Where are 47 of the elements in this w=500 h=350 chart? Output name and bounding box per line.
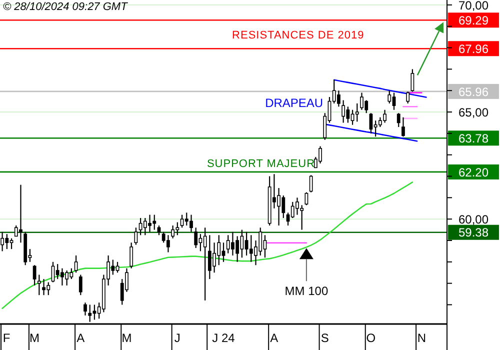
ref-line-label: 62.20 (458, 165, 489, 180)
x-tick-label: S (320, 331, 329, 345)
line-series (2, 182, 414, 310)
ref-line-label: 65.96 (458, 84, 489, 99)
candlestick (203, 227, 207, 301)
ref-line-label: 63.78 (458, 131, 489, 146)
x-tick-label: O (366, 331, 376, 345)
line-series (333, 79, 427, 98)
annotation: RESISTANCES DE 2019 (232, 29, 364, 42)
candlestick (396, 112, 400, 128)
candlestick (388, 90, 392, 104)
candlestick (406, 91, 410, 104)
candlestick (171, 224, 175, 239)
candlestick (402, 116, 405, 138)
candlestick (78, 274, 82, 296)
candlestick (0, 231, 4, 252)
x-tick-label: M (122, 331, 132, 345)
series-label: DRAPEAU (265, 96, 324, 110)
x-tick-label: A (76, 331, 85, 345)
candlestick (355, 102, 359, 122)
candlestick (130, 242, 134, 269)
candlestick (342, 100, 346, 124)
candlestick (194, 227, 198, 249)
candlestick (304, 192, 308, 206)
x-tick-label: J 24 (212, 331, 236, 345)
x-tick-label: M (30, 331, 40, 345)
x-tick-label: N (417, 331, 426, 345)
candlestick (37, 274, 41, 296)
candlestick (84, 302, 87, 316)
annotation: SUPPORT MAJEUR (206, 158, 316, 170)
text: MM 100 (284, 284, 328, 298)
ref-line-label: 69.29 (458, 13, 489, 28)
candlestick (410, 68, 414, 92)
y-tick-label: 60,00 (458, 212, 489, 226)
candlestick (309, 174, 313, 193)
x-tick-label: A (270, 331, 278, 345)
x-tick-label: F (2, 331, 10, 345)
candlestick (74, 254, 78, 274)
candlestick (157, 224, 161, 236)
ref-line-label: 67.96 (458, 42, 489, 56)
y-tick-label: 65,00 (458, 105, 489, 120)
candlestick (32, 264, 36, 286)
ref-line-label: 59.38 (458, 226, 489, 240)
y-tick-label: 70,00 (458, 0, 489, 12)
x-tick-label: J (174, 331, 180, 345)
candlestick (134, 227, 138, 246)
annotation: © 28/10/2024 09:27 GMT (3, 1, 129, 13)
